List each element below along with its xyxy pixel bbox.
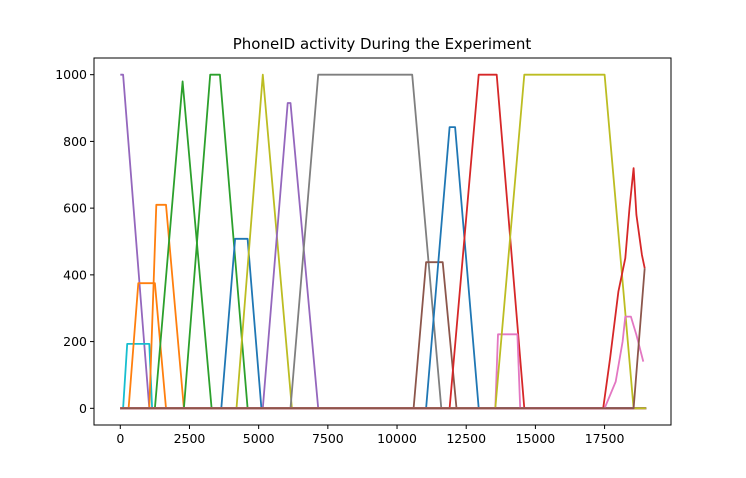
series-line-10 <box>120 73 647 410</box>
x-tick-label: 15000 <box>516 431 556 446</box>
axes-layer: 0 2500 5000 7500 10000 12500 15000 17500 0 200 400… <box>55 57 672 446</box>
x-tick-label: 5000 <box>243 431 275 446</box>
series-line-16 <box>120 167 646 410</box>
plot-frame <box>93 57 672 426</box>
x-tick-label: 7500 <box>312 431 344 446</box>
series-line-11 <box>120 261 647 410</box>
series-line-2 <box>120 342 647 410</box>
series-line-17 <box>120 315 645 410</box>
series-line-8 <box>120 73 647 410</box>
series-line-15 <box>120 73 647 410</box>
x-tick-label: 17500 <box>585 431 625 446</box>
series-line-6 <box>120 73 647 410</box>
x-tick-label: 12500 <box>446 431 486 446</box>
y-tick-label: 400 <box>63 267 87 282</box>
y-tick-label: 800 <box>63 134 87 149</box>
y-tick-label: 600 <box>63 201 87 216</box>
series-line-13 <box>120 73 647 410</box>
series-layer <box>120 73 647 410</box>
series-line-14 <box>120 333 647 410</box>
y-tick-label: 0 <box>79 401 87 416</box>
series-line-9 <box>120 102 647 410</box>
series-line-1 <box>120 73 647 410</box>
chart-title: PhoneID activity During the Experiment <box>233 35 532 53</box>
y-tick-label: 1000 <box>55 67 87 82</box>
series-line-4 <box>120 203 647 410</box>
series-line-18 <box>120 268 646 410</box>
x-tick-label: 10000 <box>377 431 417 446</box>
x-tick-label: 2500 <box>174 431 206 446</box>
series-line-5 <box>120 80 647 410</box>
y-tick-label: 200 <box>63 334 87 349</box>
series-line-3 <box>120 282 647 410</box>
x-tick-label: 0 <box>116 431 124 446</box>
